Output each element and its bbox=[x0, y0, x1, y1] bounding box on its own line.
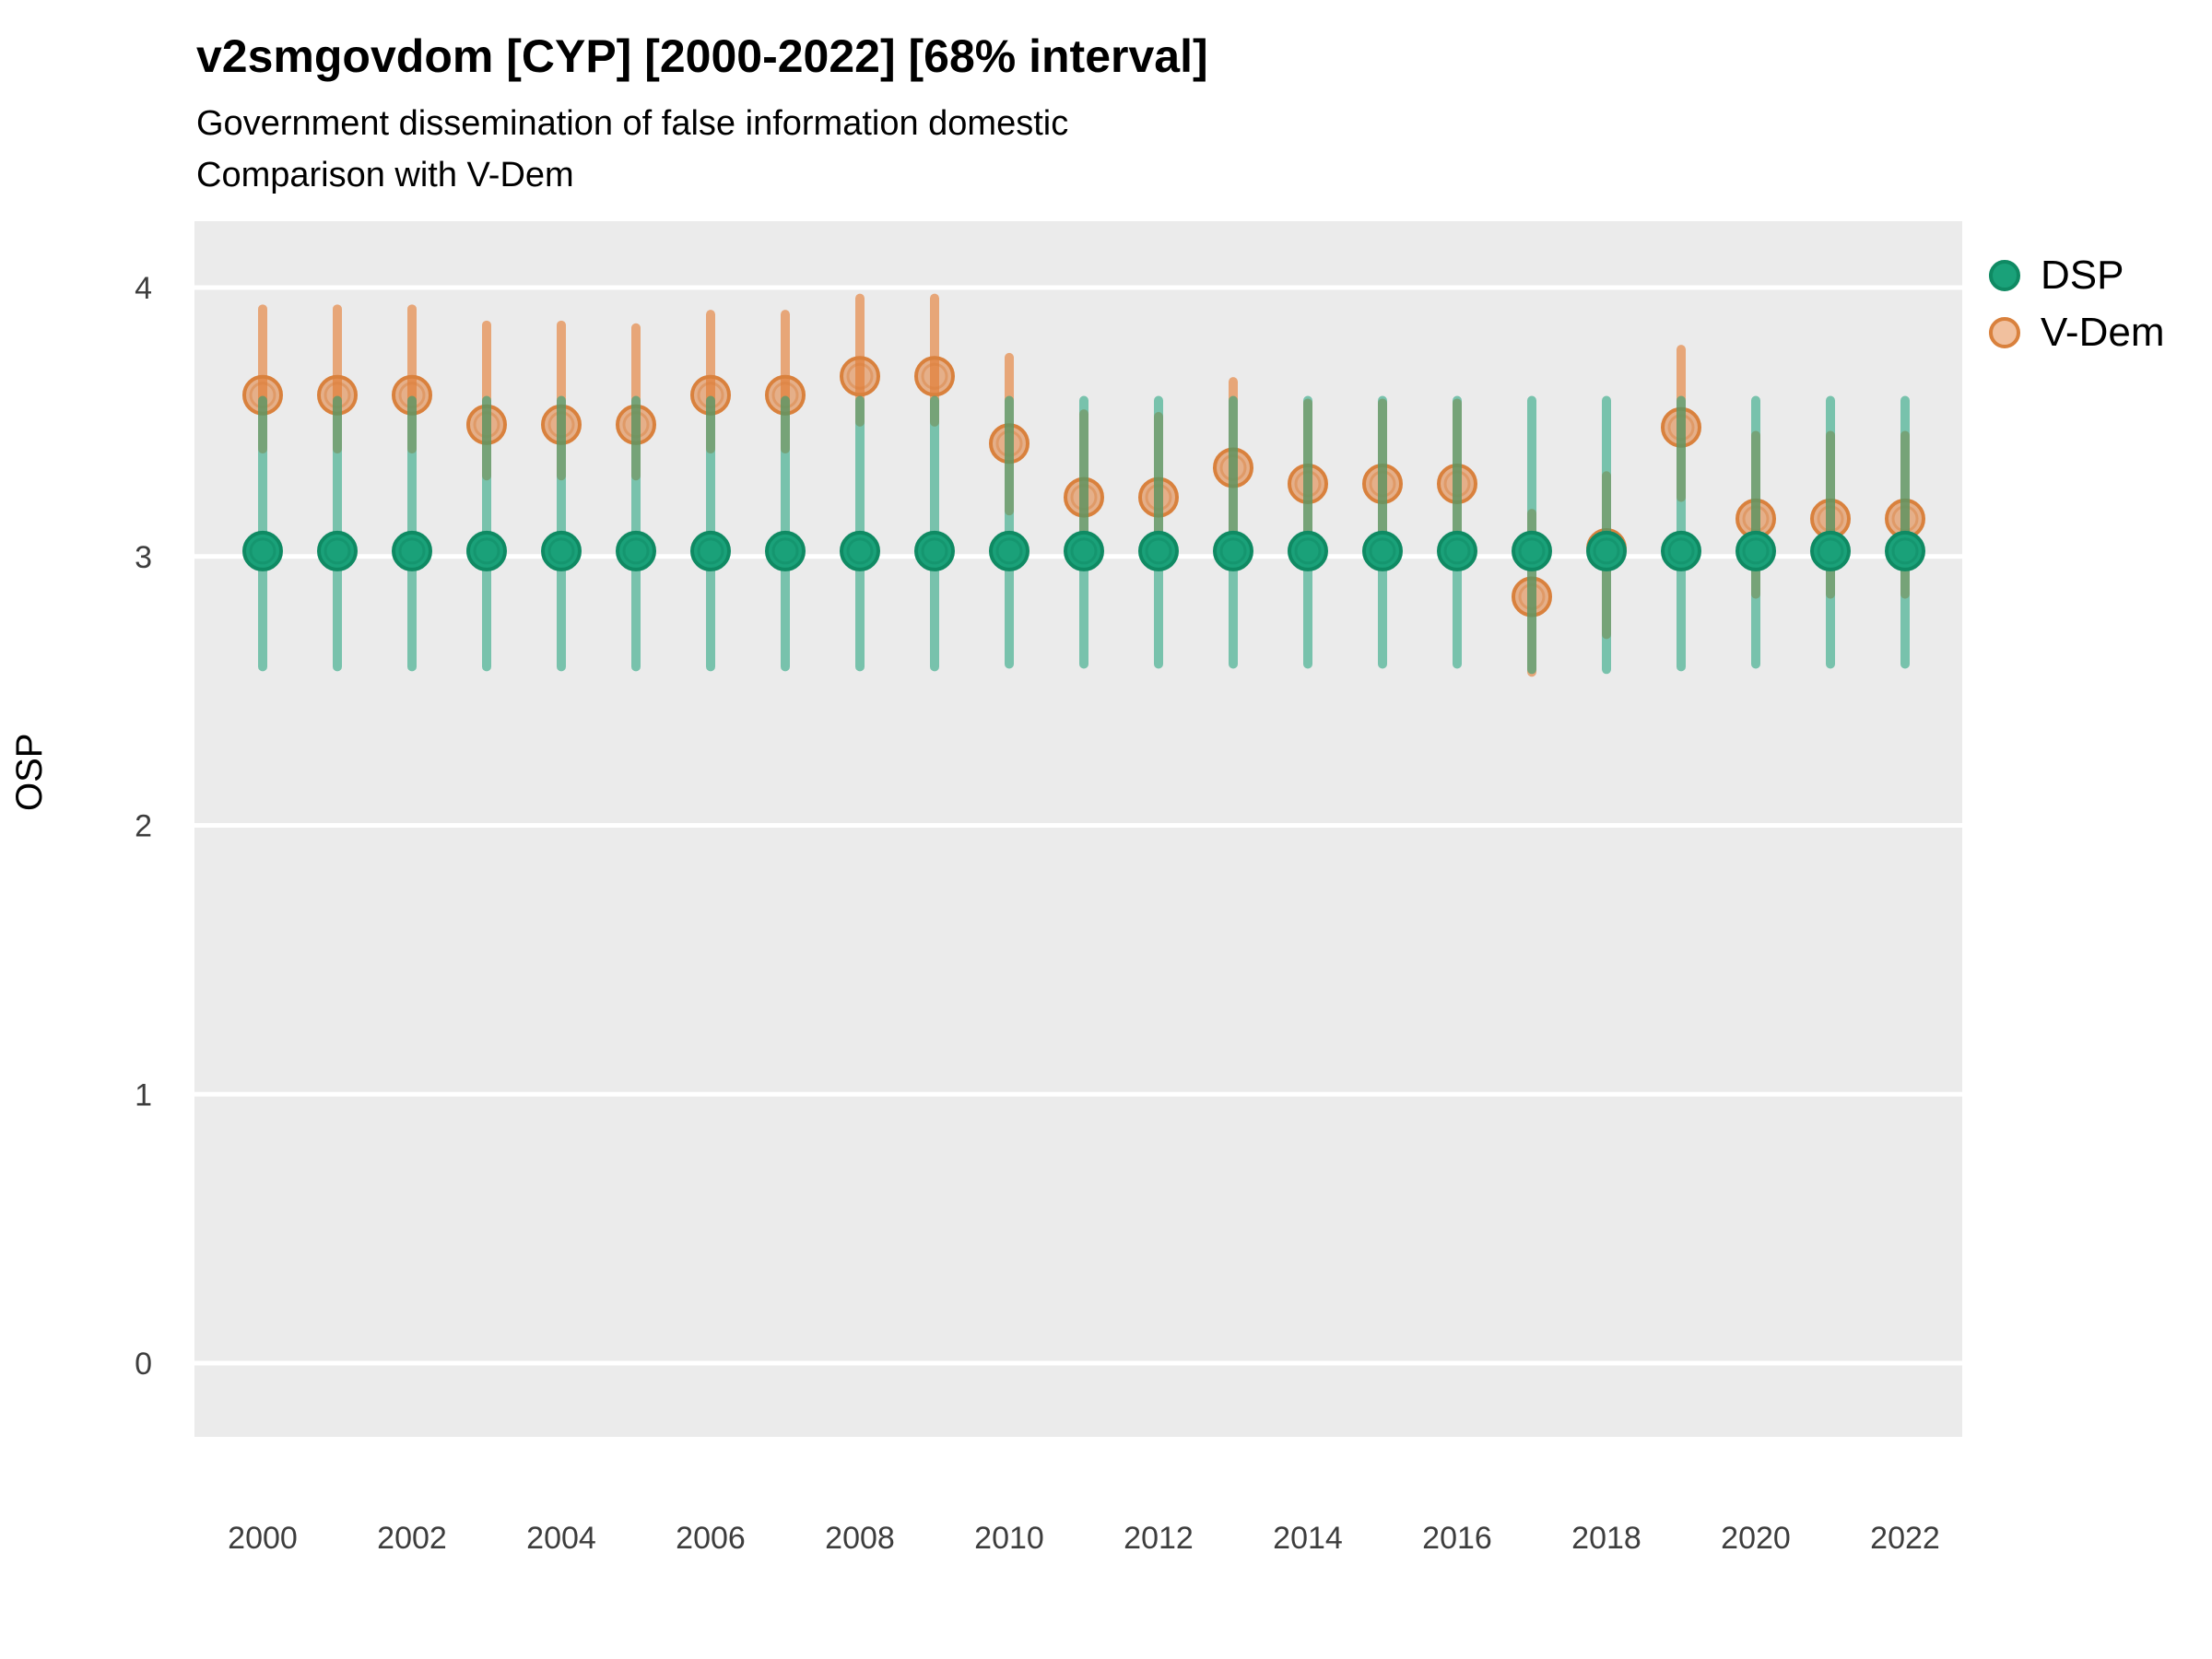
chart-title: v2smgovdom [CYP] [2000-2022] [68% interv… bbox=[196, 30, 1208, 82]
chart-subtitle-line2: Comparison with V-Dem bbox=[196, 156, 574, 194]
DSP-point bbox=[914, 530, 955, 571]
y-tick-label: 0 bbox=[135, 1347, 152, 1382]
DSP-point bbox=[989, 530, 1030, 571]
DSP-point bbox=[1661, 530, 1701, 571]
y-tick-label: 4 bbox=[135, 271, 152, 306]
DSP-point bbox=[1586, 530, 1627, 571]
DSP-point-inner-ring bbox=[921, 537, 948, 565]
DSP-point-inner-ring bbox=[1891, 537, 1919, 565]
DSP-point bbox=[1735, 530, 1776, 571]
DSP-point-inner-ring bbox=[697, 537, 724, 565]
DSP-point-inner-ring bbox=[1294, 537, 1322, 565]
DSP-point bbox=[541, 530, 582, 571]
DSP-point bbox=[1810, 530, 1851, 571]
DSP-point-inner-ring bbox=[473, 537, 500, 565]
DSP-point bbox=[1362, 530, 1403, 571]
DSP-point bbox=[1064, 530, 1104, 571]
DSP-point bbox=[840, 530, 880, 571]
x-tick-label: 2006 bbox=[676, 1521, 746, 1556]
DSP-point-inner-ring bbox=[1667, 537, 1695, 565]
DSP-point bbox=[466, 530, 507, 571]
DSP-points bbox=[242, 530, 1925, 571]
x-tick-label: 2020 bbox=[1721, 1521, 1791, 1556]
DSP-point bbox=[690, 530, 731, 571]
DSP-point bbox=[765, 530, 806, 571]
DSP-point-inner-ring bbox=[846, 537, 874, 565]
DSP-point-inner-ring bbox=[547, 537, 575, 565]
DSP-point-inner-ring bbox=[324, 537, 351, 565]
DSP-point bbox=[1512, 530, 1552, 571]
DSP-point-inner-ring bbox=[1145, 537, 1172, 565]
DSP-point bbox=[392, 530, 432, 571]
V-Dem-point bbox=[840, 356, 880, 397]
y-tick-label: 3 bbox=[135, 540, 152, 575]
x-tick-label: 2018 bbox=[1571, 1521, 1641, 1556]
y-tick-label: 2 bbox=[135, 809, 152, 844]
DSP-point-inner-ring bbox=[1817, 537, 1844, 565]
DSP-point-inner-ring bbox=[249, 537, 276, 565]
V-Dem-point bbox=[914, 356, 955, 397]
x-axis-tick-labels: 2000 2002 2004 2006 2008 2010 2012 2014 2016 2018… bbox=[228, 1521, 1940, 1556]
DSP-point-inner-ring bbox=[995, 537, 1023, 565]
panel-background bbox=[194, 221, 1962, 1437]
vdem-point-icon bbox=[1989, 317, 2020, 348]
DSP-point-inner-ring bbox=[1593, 537, 1620, 565]
x-tick-label: 2014 bbox=[1273, 1521, 1343, 1556]
V-Dem-point-inner-ring bbox=[846, 362, 874, 390]
x-tick-label: 2010 bbox=[974, 1521, 1044, 1556]
V-Dem-point-inner-ring bbox=[921, 362, 948, 390]
DSP-point bbox=[1885, 530, 1925, 571]
DSP-point-inner-ring bbox=[771, 537, 799, 565]
DSP-point-inner-ring bbox=[1518, 537, 1546, 565]
legend-item-vdem: V-Dem bbox=[1989, 304, 2164, 361]
legend: DSP V-Dem bbox=[1989, 247, 2164, 361]
dsp-point-icon bbox=[1989, 260, 2020, 291]
DSP-point-inner-ring bbox=[398, 537, 426, 565]
DSP-point-inner-ring bbox=[1369, 537, 1396, 565]
DSP-point-inner-ring bbox=[1070, 537, 1098, 565]
DSP-point bbox=[1288, 530, 1328, 571]
legend-label-dsp: DSP bbox=[2041, 253, 2124, 298]
x-tick-label: 2002 bbox=[377, 1521, 447, 1556]
legend-item-dsp: DSP bbox=[1989, 247, 2164, 304]
DSP-point-inner-ring bbox=[1219, 537, 1247, 565]
DSP-point bbox=[1138, 530, 1179, 571]
x-tick-label: 2016 bbox=[1422, 1521, 1492, 1556]
DSP-point bbox=[1437, 530, 1477, 571]
x-tick-label: 2022 bbox=[1870, 1521, 1940, 1556]
DSP-point-inner-ring bbox=[1443, 537, 1471, 565]
DSP-point bbox=[1213, 530, 1253, 571]
legend-label-vdem: V-Dem bbox=[2041, 310, 2165, 355]
DSP-point-inner-ring bbox=[1742, 537, 1770, 565]
DSP-point bbox=[616, 530, 656, 571]
chart-subtitle-line1: Government dissemination of false inform… bbox=[196, 104, 1069, 143]
x-tick-label: 2000 bbox=[228, 1521, 298, 1556]
x-tick-label: 2012 bbox=[1124, 1521, 1194, 1556]
y-axis-tick-labels: 0 1 2 3 4 bbox=[135, 271, 152, 1382]
y-tick-label: 1 bbox=[135, 1077, 152, 1112]
x-tick-label: 2004 bbox=[526, 1521, 596, 1556]
DSP-point bbox=[242, 530, 283, 571]
DSP-point-inner-ring bbox=[622, 537, 650, 565]
x-tick-label: 2008 bbox=[825, 1521, 895, 1556]
DSP-point bbox=[317, 530, 358, 571]
